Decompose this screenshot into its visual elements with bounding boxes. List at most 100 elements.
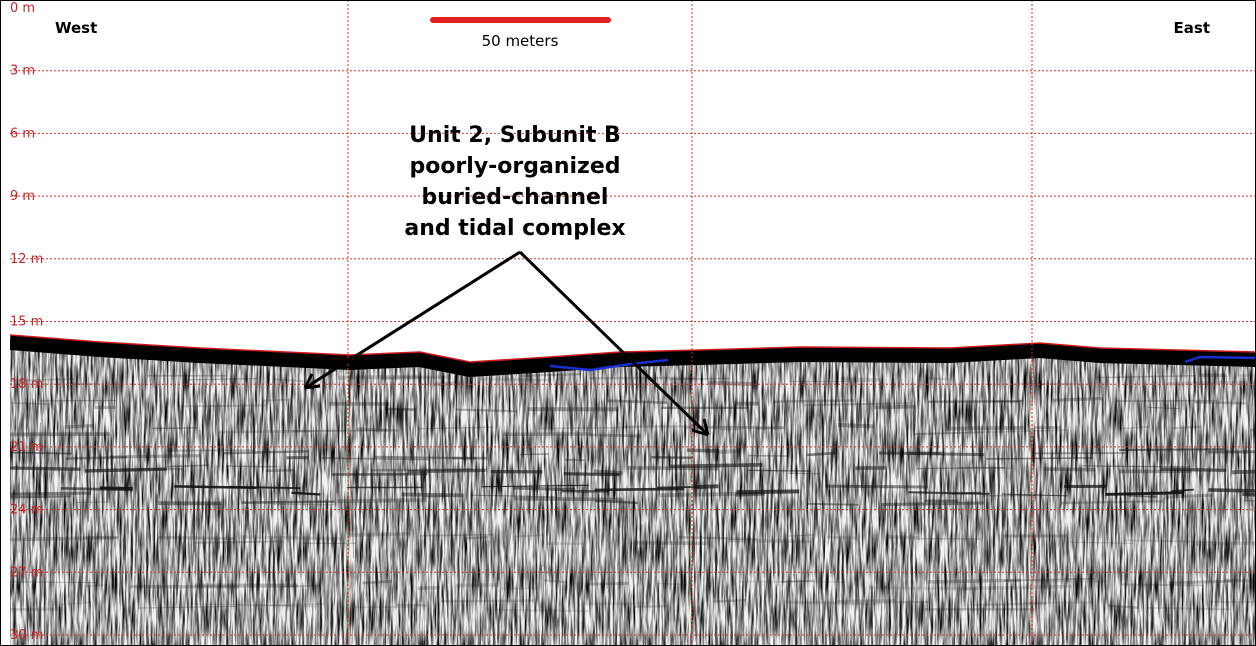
reflector [635, 606, 669, 607]
west-label: West [55, 19, 97, 37]
reflector [495, 610, 589, 611]
reflector [10, 609, 62, 610]
reflector [100, 488, 133, 489]
reflector [241, 537, 343, 539]
reflector [837, 600, 895, 601]
reflector [1105, 493, 1183, 495]
depth-label: 15 m [10, 315, 43, 330]
reflector [952, 493, 981, 494]
reflector [785, 602, 875, 604]
page: 50 meters West East Unit 2, Subunit B po… [0, 0, 1256, 646]
annotation-line: Unit 2, Subunit B [409, 123, 621, 148]
depth-label: 9 m [10, 189, 35, 204]
reflector [1232, 471, 1256, 472]
depth-label: 21 m [10, 440, 43, 455]
reflector [1053, 399, 1103, 401]
reflector [1167, 383, 1246, 384]
reflector [590, 435, 641, 436]
depth-label: 6 m [10, 126, 35, 141]
annotation-line: buried-channel [422, 185, 609, 210]
reflector [774, 400, 855, 401]
reflector [728, 541, 811, 542]
reflector [477, 379, 551, 380]
annotation-line: poorly-organized [409, 154, 620, 179]
reflector [973, 603, 1047, 605]
reflector [687, 450, 719, 451]
reflector [947, 428, 1024, 429]
reflector [781, 581, 814, 582]
reflector [788, 473, 820, 474]
reflector [827, 537, 857, 538]
reflector [396, 605, 426, 606]
reflector [456, 410, 517, 412]
reflector [408, 470, 485, 471]
east-label: East [1174, 19, 1210, 37]
reflector [1119, 449, 1224, 450]
reflector [513, 488, 575, 490]
reflector [347, 534, 410, 535]
depth-label: 3 m [10, 64, 35, 79]
reflector [158, 537, 235, 538]
reflector [382, 377, 451, 378]
depth-label: 27 m [10, 565, 43, 580]
scale-label: 50 meters [482, 32, 559, 50]
reflector [838, 425, 873, 426]
subsurface [0, 330, 1256, 646]
reflector [242, 502, 335, 503]
depth-label: 18 m [10, 377, 43, 392]
reflector [881, 503, 984, 505]
reflector [584, 603, 648, 604]
reflector [153, 428, 198, 429]
reflector [1238, 375, 1256, 376]
reflector [986, 458, 1093, 459]
reflector [76, 502, 109, 503]
reflector [656, 583, 686, 584]
reflector [634, 543, 707, 544]
reflector [874, 407, 915, 408]
reflector [181, 405, 266, 406]
reflector [1171, 427, 1201, 429]
reflector [1225, 580, 1256, 581]
reflector [964, 587, 1071, 589]
reflector [270, 604, 324, 605]
reflector [273, 504, 334, 505]
reflector [748, 470, 810, 471]
reflector [418, 588, 440, 589]
reflector [807, 453, 835, 455]
reflector [1195, 402, 1246, 403]
reflector [825, 486, 927, 487]
depth-label: 0 m [10, 1, 35, 16]
reflector [608, 401, 668, 403]
reflector [713, 600, 746, 602]
reflector [401, 494, 463, 495]
reflector [657, 487, 698, 488]
reflector [1120, 584, 1204, 585]
reflector [670, 378, 731, 379]
reflector [651, 457, 693, 458]
reflector [264, 399, 291, 400]
reflector [266, 470, 295, 471]
reflector [362, 581, 392, 583]
depth-label: 12 m [10, 252, 43, 267]
reflector [385, 409, 416, 410]
depth-label: 30 m [10, 628, 43, 643]
reflector [337, 500, 426, 501]
reflector [595, 489, 684, 490]
depth-label: 24 m [10, 503, 43, 518]
reflector [841, 379, 880, 380]
reflector [356, 429, 387, 430]
reflector [456, 585, 499, 586]
reflector [1044, 469, 1096, 470]
reflector [10, 493, 91, 494]
seismic-profile: 50 meters West East Unit 2, Subunit B po… [0, 0, 1256, 646]
reflector [888, 537, 920, 538]
reflector [594, 471, 623, 473]
reflector [1168, 581, 1232, 583]
reflector [1160, 469, 1226, 470]
reflector [422, 496, 448, 497]
reflector [1194, 543, 1256, 545]
annotation-line: and tidal complex [404, 216, 625, 241]
reflector [441, 601, 533, 602]
reflector [696, 486, 718, 487]
reflector [538, 427, 638, 428]
